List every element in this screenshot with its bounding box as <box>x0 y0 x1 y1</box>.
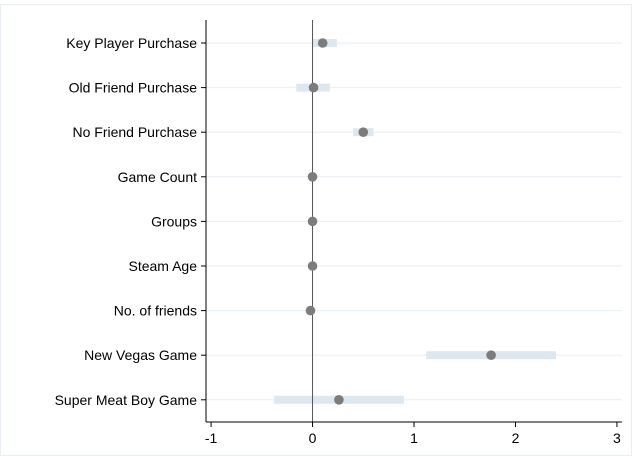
x-tick-label: 1 <box>410 430 418 446</box>
y-tick-label: No. of friends <box>114 303 197 319</box>
point-estimate <box>307 261 318 271</box>
point-estimate <box>317 38 328 48</box>
point-estimate <box>486 350 496 361</box>
point-estimate <box>305 305 316 316</box>
y-tick-label: Groups <box>151 213 197 229</box>
grid-layer <box>206 42 622 401</box>
x-tick-label: -1 <box>205 430 218 446</box>
y-tick-label: Steam Age <box>129 258 198 274</box>
point-estimate <box>307 172 318 182</box>
point-estimates <box>305 38 496 405</box>
x-tick-label: 2 <box>512 430 520 446</box>
y-tick-label: New Vegas Game <box>84 347 197 363</box>
point-estimate <box>334 395 344 405</box>
y-tick-label: Super Meat Boy Game <box>55 392 198 408</box>
y-tick-label: Game Count <box>118 169 197 185</box>
point-estimate <box>308 82 319 93</box>
y-tick-label: Key Player Purchase <box>66 35 197 51</box>
y-ticks: Key Player Purchase Old Friend Purchase No… <box>55 35 206 408</box>
point-estimate <box>307 216 318 227</box>
y-tick-label: Old Friend Purchase <box>69 80 198 96</box>
y-tick-label: No Friend Purchase <box>72 124 197 140</box>
plot-frame <box>0 4 632 456</box>
x-tick-label: 3 <box>613 430 621 446</box>
x-tick-label: 0 <box>309 430 317 446</box>
x-ticks: -1 0 1 2 3 <box>205 422 621 446</box>
point-estimate <box>358 127 369 137</box>
